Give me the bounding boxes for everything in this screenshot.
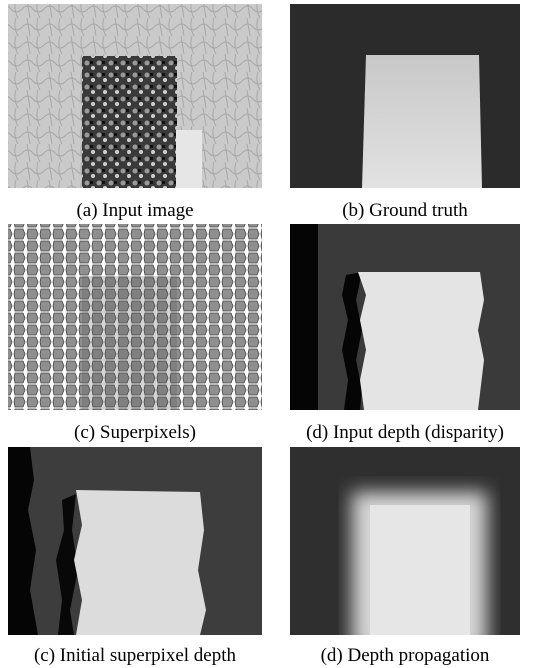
page: (a) Input image (b) Ground truth (c) Sup… xyxy=(0,0,537,668)
depth-propagation xyxy=(290,447,520,652)
caption: (a) Input image xyxy=(76,200,193,221)
caption: (c) Initial superpixel depth xyxy=(34,645,237,666)
caption: (d) Input depth (disparity) xyxy=(306,422,504,443)
superpixels xyxy=(8,224,262,410)
figure: (a) Input image (b) Ground truth (c) Sup… xyxy=(0,0,537,668)
caption: (d) Depth propagation xyxy=(321,645,490,666)
input-image xyxy=(8,4,262,188)
initial-superpixel-depth xyxy=(8,447,262,635)
caption: (b) Ground truth xyxy=(342,200,468,221)
caption: (c) Superpixels) xyxy=(74,422,196,443)
input-depth xyxy=(290,224,520,410)
ground-truth xyxy=(290,4,520,188)
